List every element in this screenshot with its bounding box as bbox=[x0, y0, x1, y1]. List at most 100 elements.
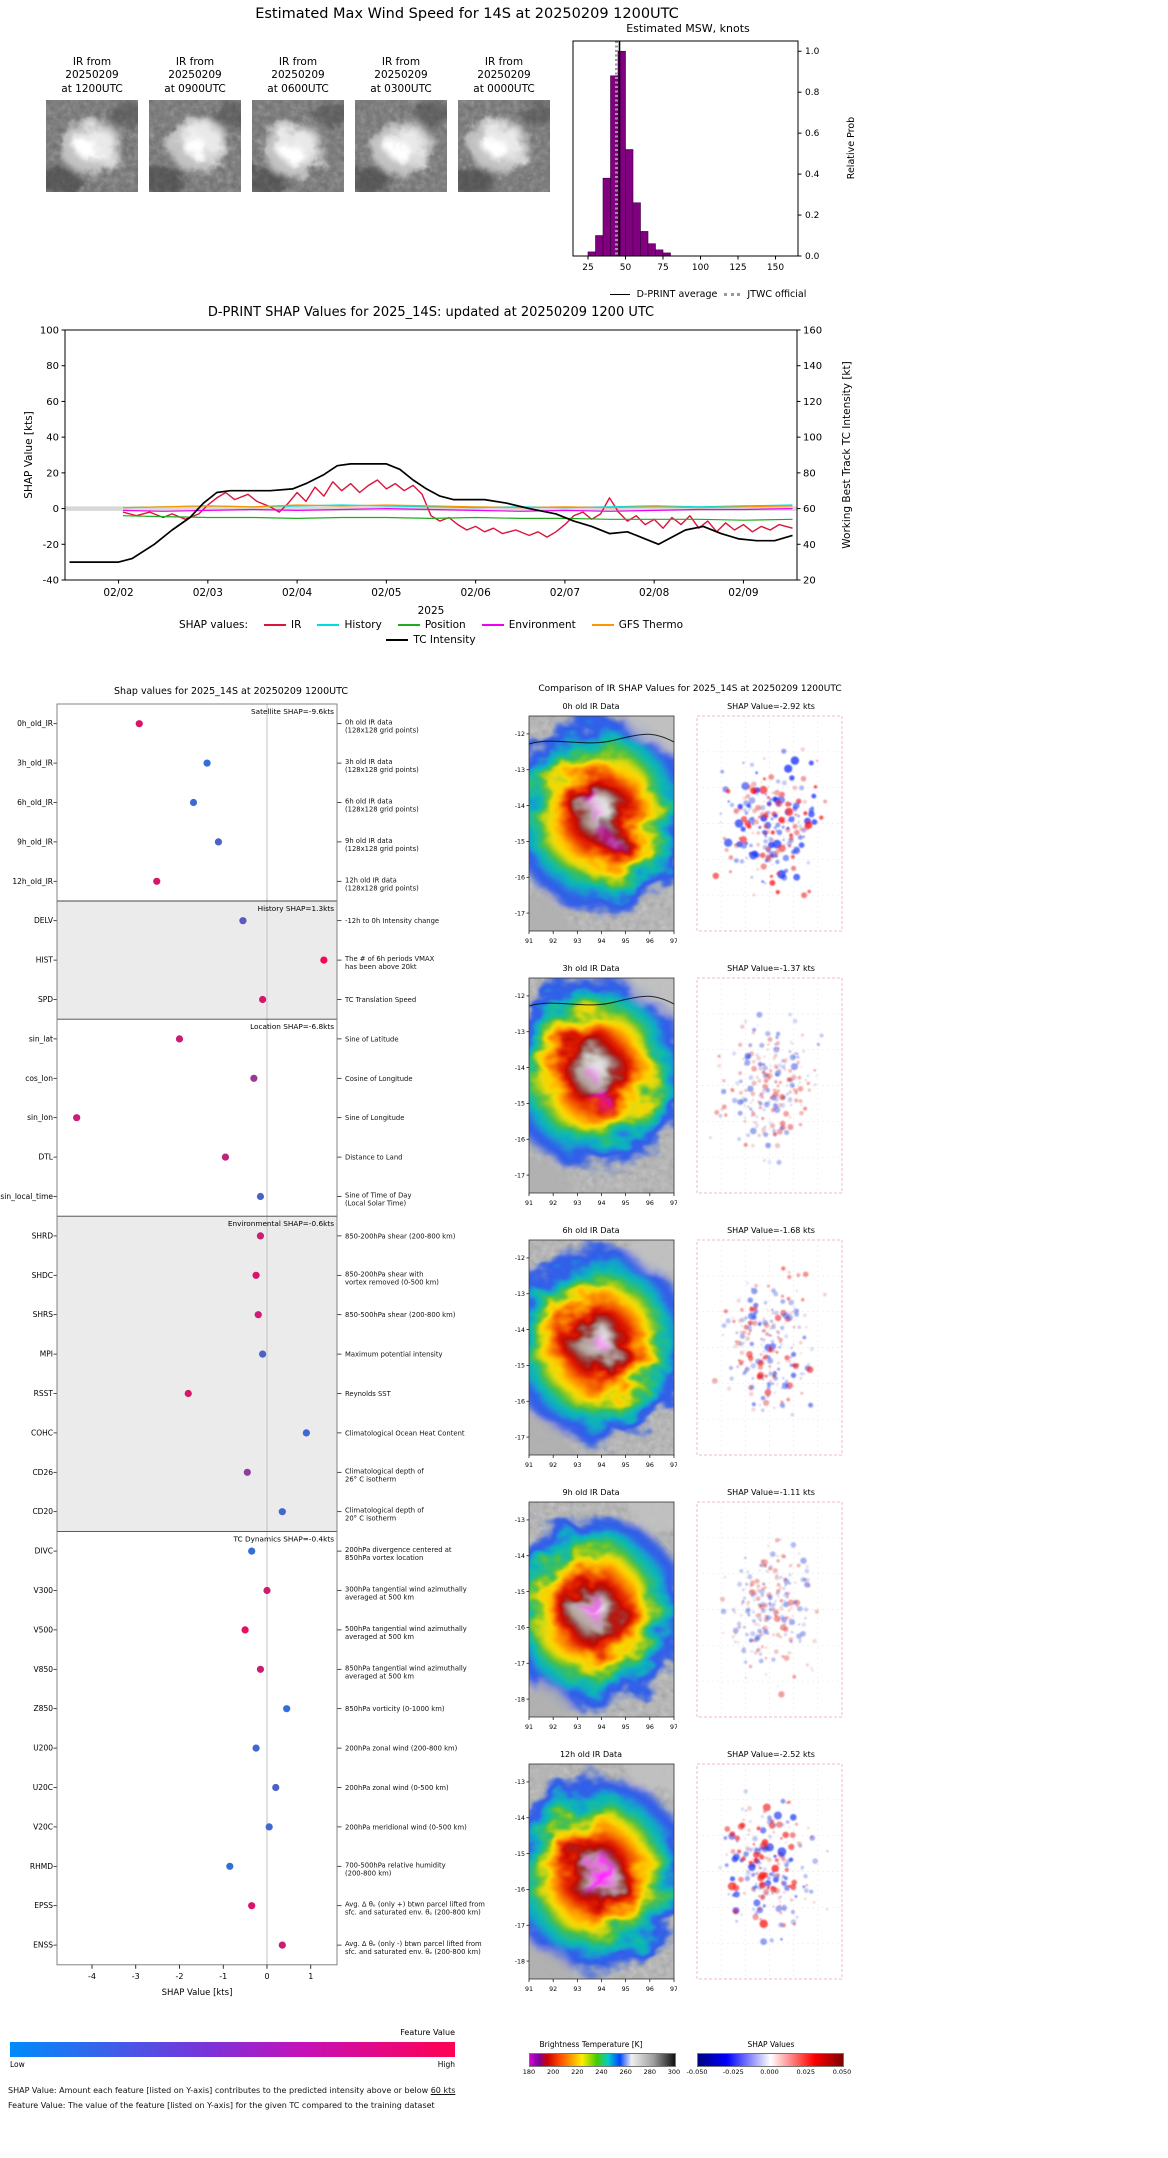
svg-text:TC Translation Speed: TC Translation Speed bbox=[344, 996, 416, 1004]
svg-text:25: 25 bbox=[582, 263, 593, 273]
svg-text:0: 0 bbox=[264, 1972, 269, 1981]
shap-dot-DTL bbox=[221, 1153, 230, 1161]
svg-text:-12: -12 bbox=[515, 731, 525, 738]
svg-text:850-500hPa shear (200-800 km): 850-500hPa shear (200-800 km) bbox=[345, 1311, 456, 1319]
svg-text:96: 96 bbox=[646, 938, 654, 945]
legend-item-tc-intensity: TC Intensity bbox=[386, 634, 476, 646]
shap-dot-3h_old_IR bbox=[203, 759, 211, 767]
svg-text:92: 92 bbox=[549, 938, 557, 945]
svg-text:20: 20 bbox=[46, 468, 59, 479]
svg-text:02/03: 02/03 bbox=[193, 587, 223, 599]
svg-text:-16: -16 bbox=[515, 1887, 525, 1894]
msw-histogram-chart: 0.0 0.2 0.4 0.6 0.8 1.0 25 50 75 100 125 150 Relativ… bbox=[572, 40, 857, 273]
svg-text:-18: -18 bbox=[515, 1958, 525, 1965]
shap-panel-title: SHAP Value=-2.92 kts bbox=[727, 702, 815, 711]
svg-text:-13: -13 bbox=[515, 1291, 525, 1298]
svg-text:V850: V850 bbox=[34, 1665, 54, 1674]
histogram-bars bbox=[587, 50, 671, 257]
shap-dot-V850 bbox=[256, 1665, 265, 1673]
svg-text:-17: -17 bbox=[515, 1923, 525, 1930]
svg-text:cos_lon: cos_lon bbox=[25, 1074, 53, 1083]
svg-text:-16: -16 bbox=[515, 1399, 525, 1406]
ir-map-panel: -12 -13 -14 -15 -16 -17 91 92 93 94 95 96 97 bbox=[515, 977, 677, 1207]
timeseries-legend-prefix: SHAP values: bbox=[178, 619, 249, 631]
svg-text:Working Best Track TC Intensit: Working Best Track TC Intensity [kt] bbox=[841, 361, 853, 548]
shap-map-panel bbox=[696, 1763, 843, 1980]
svg-text:850hPa vorticity (0-1000 km): 850hPa vorticity (0-1000 km) bbox=[345, 1705, 445, 1713]
svg-text:Climatological Ocean Heat Cont: Climatological Ocean Heat Content bbox=[345, 1429, 465, 1437]
svg-text:MPI: MPI bbox=[40, 1350, 53, 1359]
shap-dot-MPI bbox=[259, 1350, 267, 1358]
svg-text:Avg. Δ θₑ (only -) btwn parcel: Avg. Δ θₑ (only -) btwn parcel lifted fr… bbox=[345, 1940, 482, 1956]
shap-colorbar-tick: 0.050 bbox=[832, 2068, 852, 2076]
svg-text:20: 20 bbox=[803, 576, 816, 587]
feature-value-high-label: High bbox=[437, 2060, 455, 2069]
shap-dot-CD26 bbox=[243, 1468, 251, 1476]
bt-colorbar-tick: 200 bbox=[546, 2068, 560, 2076]
timeseries-title: D-PRINT SHAP Values for 2025_14S: update… bbox=[207, 305, 655, 320]
ir-map-panel: -13 -14 -15 -16 -17 -18 91 92 93 94 95 96 97 bbox=[515, 1763, 677, 1993]
svg-text:-14: -14 bbox=[515, 803, 525, 810]
svg-text:SHDC: SHDC bbox=[32, 1271, 53, 1280]
svg-text:9h old IR data(128x128 grid po: 9h old IR data (128x128 grid points) bbox=[345, 837, 419, 853]
svg-text:75: 75 bbox=[657, 263, 668, 273]
ir-panel-title: 9h old IR Data bbox=[562, 1488, 620, 1497]
shap-dot-SHRD bbox=[256, 1232, 265, 1240]
svg-text:-17: -17 bbox=[515, 1434, 525, 1441]
shap-colorbar-tick: -0.050 bbox=[686, 2068, 708, 2076]
section-shading bbox=[57, 1216, 337, 1532]
svg-text:V500: V500 bbox=[34, 1625, 54, 1634]
shap-map-panel bbox=[696, 1239, 843, 1456]
svg-text:3h old IR data(128x128 grid po: 3h old IR data (128x128 grid points) bbox=[345, 758, 419, 774]
shap-colorbar-tick: 0.000 bbox=[760, 2068, 779, 2076]
ir-map-panel: -12 -13 -14 -15 -16 -17 91 92 93 94 95 96 97 bbox=[515, 715, 677, 945]
svg-text:12h_old_IR: 12h_old_IR bbox=[12, 877, 53, 886]
svg-text:-12: -12 bbox=[515, 993, 525, 1000]
svg-text:-12h to 0h Intensity change: -12h to 0h Intensity change bbox=[345, 917, 439, 925]
shap-colorbar-tick: -0.025 bbox=[722, 2068, 744, 2076]
series-line-position bbox=[122, 515, 793, 521]
svg-text:-2: -2 bbox=[176, 1972, 184, 1981]
shap-panel-title: SHAP Value=-1.68 kts bbox=[727, 1226, 815, 1235]
svg-text:-15: -15 bbox=[515, 839, 525, 846]
svg-text:RHMD: RHMD bbox=[30, 1862, 53, 1871]
svg-text:80: 80 bbox=[46, 361, 59, 372]
svg-text:700-500hPa relative humidity(2: 700-500hPa relative humidity (200-800 km) bbox=[345, 1861, 446, 1877]
svg-text:HIST: HIST bbox=[36, 956, 54, 965]
svg-text:91: 91 bbox=[525, 1986, 533, 1993]
svg-text:125: 125 bbox=[729, 263, 746, 273]
ir-thumbnail-cell: IR from 20250209 at 0000UTC bbox=[450, 56, 556, 196]
jtwc-official-label: JTWC official bbox=[747, 289, 807, 300]
svg-text:Sine of Latitude: Sine of Latitude bbox=[345, 1035, 399, 1043]
series-line-gfs-thermo bbox=[122, 504, 793, 509]
shap-dot-0h_old_IR bbox=[135, 720, 143, 728]
svg-text:200hPa zonal wind (0-500 km): 200hPa zonal wind (0-500 km) bbox=[345, 1784, 449, 1792]
svg-text:80: 80 bbox=[803, 468, 816, 479]
footnote-feature-value: Feature Value: The value of the feature … bbox=[8, 2101, 435, 2110]
svg-text:SPD: SPD bbox=[38, 995, 53, 1004]
histogram-legend: D-PRINT average JTWC official bbox=[548, 289, 868, 300]
svg-text:200hPa divergence centered at8: 200hPa divergence centered at 850hPa vort… bbox=[345, 1546, 452, 1562]
svg-text:-16: -16 bbox=[515, 1625, 525, 1632]
svg-text:1.0: 1.0 bbox=[805, 47, 820, 57]
svg-text:sin_local_time: sin_local_time bbox=[0, 1192, 53, 1201]
svg-text:U200: U200 bbox=[33, 1744, 53, 1753]
svg-text:-1: -1 bbox=[219, 1972, 227, 1981]
svg-text:96: 96 bbox=[646, 1462, 654, 1469]
svg-text:40: 40 bbox=[803, 540, 816, 551]
svg-text:COHC: COHC bbox=[31, 1428, 53, 1437]
svg-text:-14: -14 bbox=[515, 1553, 525, 1560]
svg-text:60: 60 bbox=[803, 504, 816, 515]
svg-text:02/04: 02/04 bbox=[282, 587, 313, 599]
svg-text:2025: 2025 bbox=[418, 605, 445, 617]
svg-text:93: 93 bbox=[573, 1462, 581, 1469]
svg-text:DELV: DELV bbox=[34, 916, 54, 925]
svg-text:SHAP Value [kts]: SHAP Value [kts] bbox=[162, 1988, 233, 1998]
ir-map-panel: -12 -13 -14 -15 -16 -17 91 92 93 94 95 96 97 bbox=[515, 1239, 677, 1469]
svg-text:-16: -16 bbox=[515, 1137, 525, 1144]
svg-text:Sine of Time of Day(Local Sola: Sine of Time of Day (Local Solar Time) bbox=[345, 1192, 412, 1208]
svg-text:02/08: 02/08 bbox=[639, 587, 669, 599]
